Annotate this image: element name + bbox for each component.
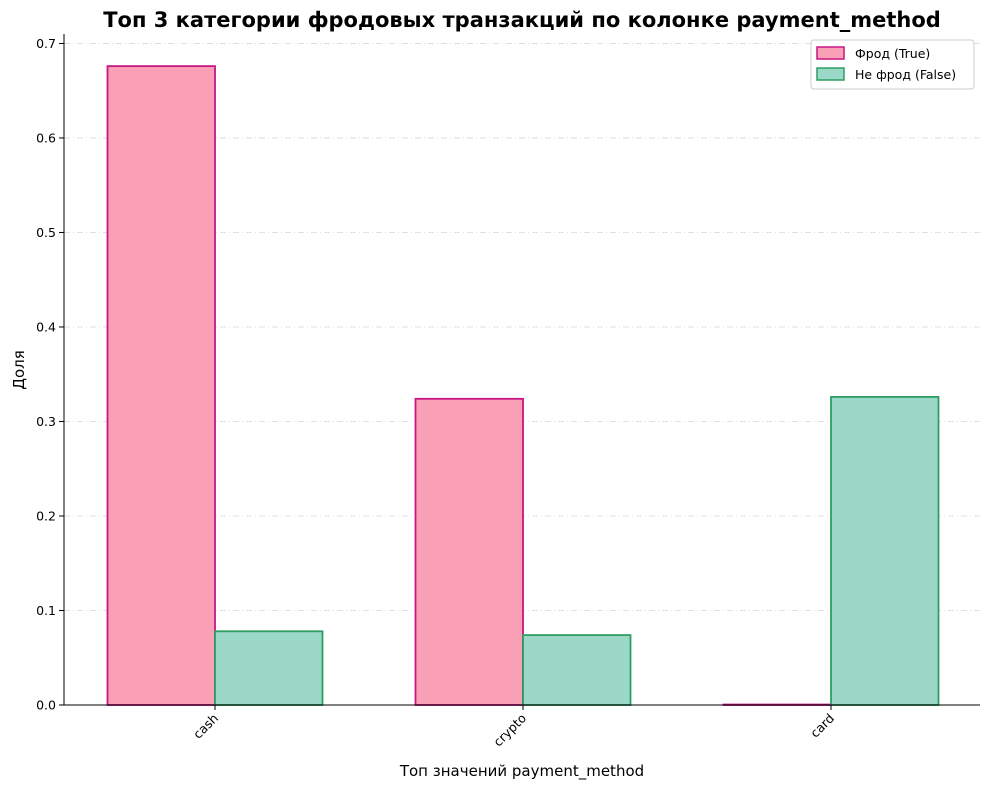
bar-fraud-crypto — [414, 397, 524, 706]
y-tick-label: 0.6 — [36, 130, 56, 145]
x-axis-label: Топ значений payment_method — [399, 762, 644, 781]
x-tick-label: crypto — [490, 711, 529, 750]
bar-not-fraud-cash — [214, 630, 324, 706]
legend: Фрод (True) Не фрод (False) — [810, 39, 975, 90]
y-tick-label: 0.7 — [36, 36, 56, 51]
legend-swatch-not-fraud — [816, 67, 845, 81]
x-tick-label: card — [807, 711, 837, 741]
bars-group — [106, 65, 940, 706]
x-ticks: cash crypto card — [190, 705, 837, 749]
bar-not-fraud-crypto — [522, 634, 632, 706]
legend-label-fraud: Фрод (True) — [855, 46, 930, 61]
legend-label-not-fraud: Не фрод (False) — [855, 67, 956, 82]
legend-swatch-fraud — [816, 46, 845, 60]
y-axis-label: Доля — [10, 350, 28, 390]
bar-fraud-cash — [106, 65, 216, 706]
bar-not-fraud-card — [830, 396, 940, 706]
legend-frame — [810, 39, 975, 90]
chart-title: Топ 3 категории фродовых транзакций по к… — [103, 8, 941, 32]
y-tick-label: 0.3 — [36, 414, 56, 429]
y-tick-label: 0.1 — [36, 603, 56, 618]
y-tick-label: 0.2 — [36, 508, 56, 523]
y-tick-label: 0.5 — [36, 225, 56, 240]
y-tick-label: 0.4 — [36, 319, 56, 334]
x-tick-label: cash — [190, 711, 221, 742]
y-ticks: 0.0 0.1 0.2 0.3 0.4 0.5 0.6 0.7 — [36, 36, 64, 713]
y-tick-label: 0.0 — [36, 698, 56, 713]
